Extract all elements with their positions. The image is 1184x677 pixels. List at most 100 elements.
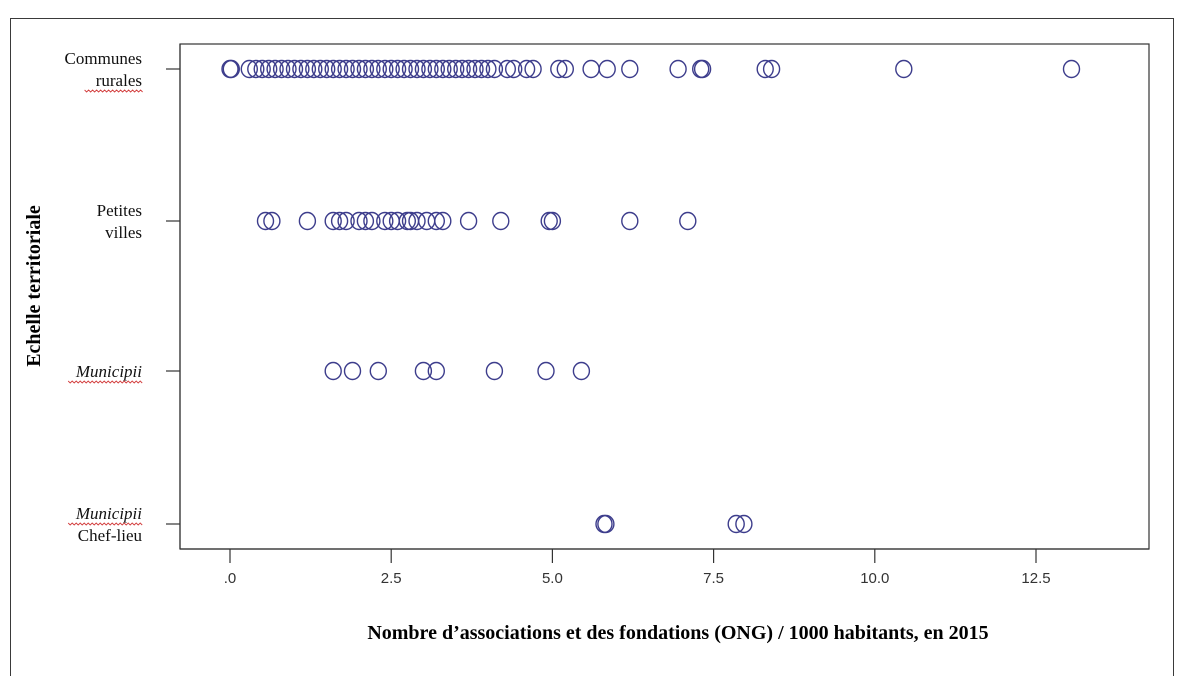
y-category-label: Petites: [97, 201, 142, 220]
y-axis-title: Echelle territoriale: [23, 205, 45, 367]
x-axis-title: Nombre d’associations et des fondations …: [367, 622, 988, 644]
data-point: [459, 59, 478, 79]
data-point: [240, 59, 259, 79]
data-point: [453, 59, 471, 79]
data-point: [298, 59, 317, 79]
data-point: [376, 211, 394, 231]
data-point: [337, 211, 355, 231]
data-point: [356, 59, 375, 79]
data-point: [727, 514, 745, 534]
data-point: [582, 59, 600, 79]
data-point: [324, 361, 342, 381]
data-point: [350, 59, 368, 79]
data-point: [1062, 59, 1081, 79]
data-point: [369, 361, 387, 381]
y-category-label: Chef-lieu: [78, 526, 143, 545]
data-point: [343, 361, 362, 381]
data-point: [756, 59, 774, 79]
data-point: [266, 59, 284, 79]
data-point: [459, 211, 478, 231]
data-point: [447, 59, 465, 79]
data-point: [369, 59, 387, 79]
data-point: [762, 59, 781, 79]
chart-frame: [10, 18, 1174, 676]
data-point: [427, 361, 445, 381]
data-point: [363, 59, 381, 79]
data-point: [466, 59, 484, 79]
data-point: [247, 59, 265, 79]
y-category-label: Municipii: [75, 362, 142, 381]
x-axis: .0 2.5 5.0 7.5 10.0 12.5: [180, 548, 1149, 587]
data-point: [263, 211, 281, 231]
plot-area: [179, 43, 1150, 550]
x-tick-label: 5.0: [542, 570, 563, 587]
data-point: [305, 59, 323, 79]
data-point: [693, 59, 712, 79]
spellcheck-underline: [67, 522, 143, 526]
data-point: [540, 211, 558, 231]
data-point: [330, 211, 349, 231]
y-axis: Communes rurales Petites villes Municipii Mun…: [65, 44, 181, 549]
data-point: [298, 211, 317, 231]
data-point: [434, 211, 452, 231]
data-point: [324, 211, 342, 231]
x-tick-label: 2.5: [381, 570, 402, 587]
data-point: [597, 514, 615, 534]
data-point: [337, 59, 355, 79]
x-tick-label: 7.5: [703, 570, 724, 587]
data-point: [427, 211, 445, 231]
data-point: [311, 59, 329, 79]
data-point: [492, 211, 510, 231]
data-point: [318, 59, 336, 79]
data-point: [556, 59, 574, 79]
data-point: [221, 59, 239, 79]
data-point: [421, 59, 439, 79]
data-point: [517, 59, 536, 79]
data-point: [292, 59, 310, 79]
data-point: [598, 59, 616, 79]
data-point: [485, 361, 504, 381]
x-tick-label: 12.5: [1021, 570, 1050, 587]
data-point: [401, 59, 420, 79]
x-tick-label: .0: [224, 570, 237, 587]
data-point: [543, 211, 562, 231]
data-point: [537, 361, 555, 381]
y-category-label: Municipii: [75, 504, 142, 523]
data-point: [621, 211, 639, 231]
data-point: [485, 59, 504, 79]
data-point: [395, 59, 413, 79]
data-point: [260, 59, 278, 79]
data-point: [524, 59, 542, 79]
data-point: [343, 59, 362, 79]
data-point: [253, 59, 271, 79]
data-point: [572, 361, 591, 381]
spellcheck-underline: [84, 89, 143, 93]
data-point: [434, 59, 452, 79]
data-point: [398, 211, 416, 231]
y-category-label: Communes: [65, 49, 142, 68]
data-point: [414, 59, 433, 79]
data-point: [427, 59, 445, 79]
data-point: [408, 59, 426, 79]
data-point: [222, 59, 241, 79]
data-point: [256, 211, 275, 231]
data-point: [679, 211, 697, 231]
data-point: [505, 59, 523, 79]
data-point: [279, 59, 297, 79]
data-point: [285, 59, 304, 79]
data-point: [356, 211, 375, 231]
y-category-label: villes: [105, 223, 142, 242]
data-point: [498, 59, 516, 79]
data-point: [272, 59, 291, 79]
data-point: [414, 361, 433, 381]
data-point: [324, 59, 342, 79]
data-point: [669, 59, 687, 79]
data-point: [382, 59, 400, 79]
data-point: [472, 59, 491, 79]
data-point: [479, 59, 497, 79]
data-point: [735, 514, 753, 534]
data-point: [408, 211, 426, 231]
data-point: [440, 59, 458, 79]
data-point: [418, 211, 436, 231]
